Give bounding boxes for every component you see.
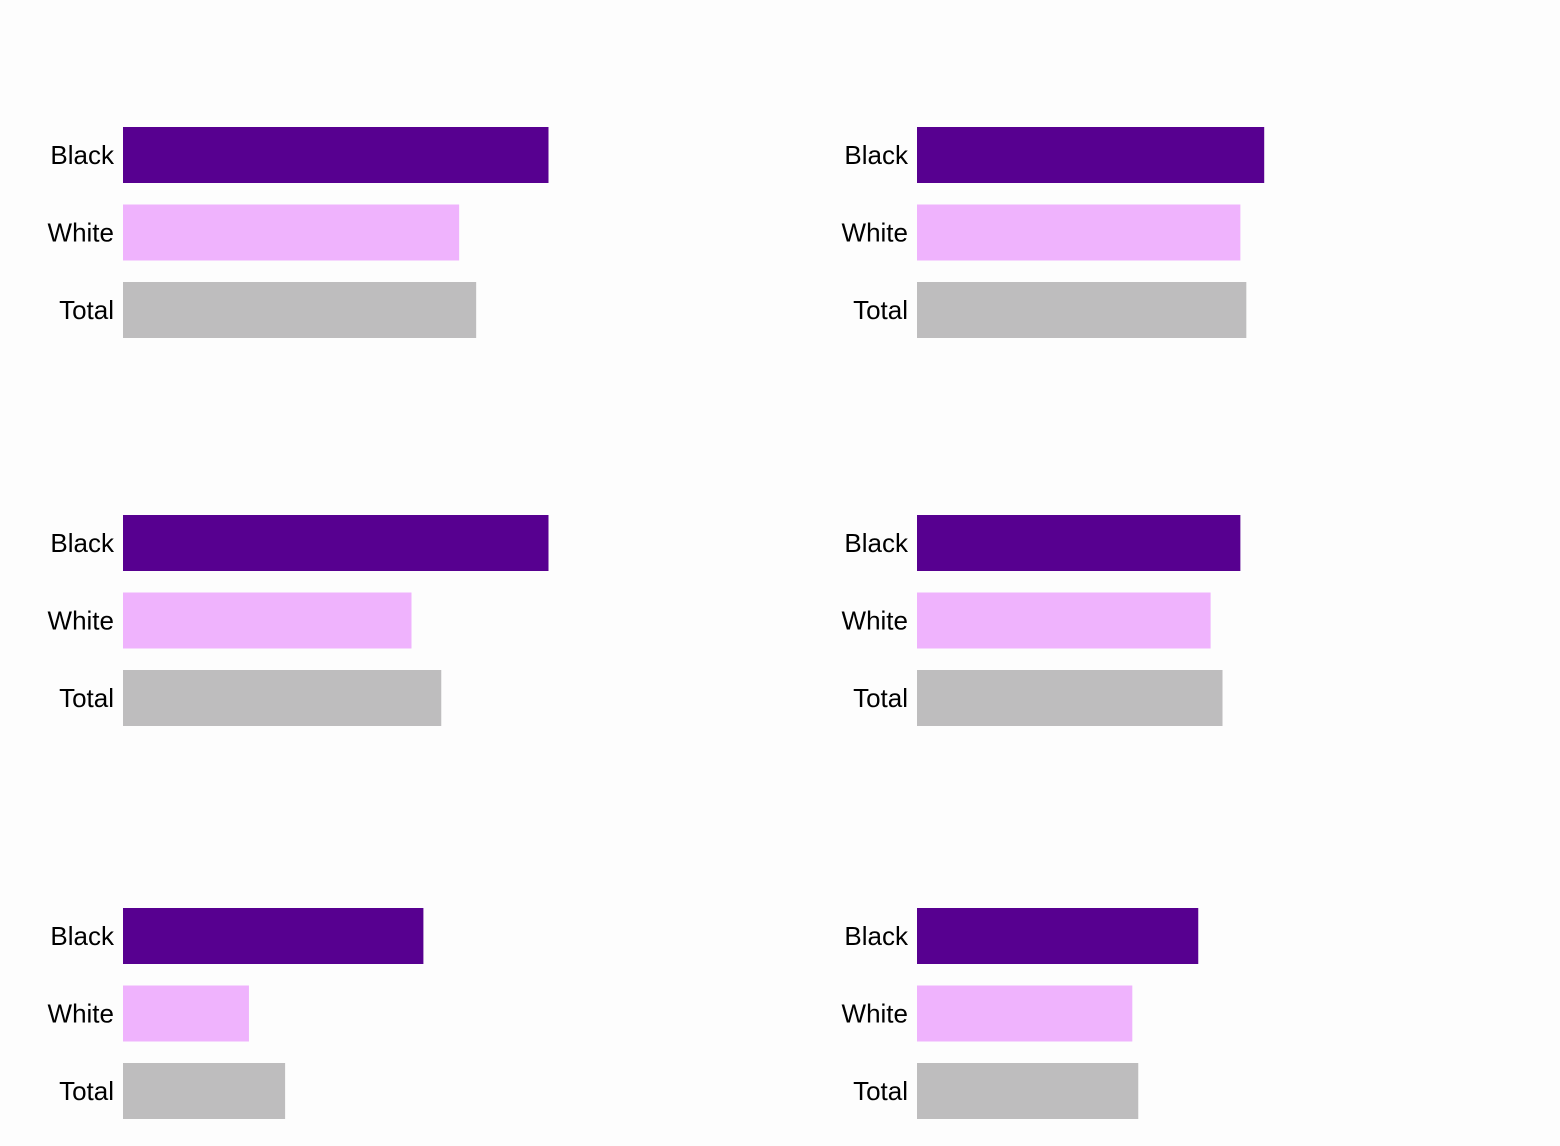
category-label: White	[48, 606, 114, 636]
category-label: Total	[59, 683, 114, 713]
bar-black	[123, 908, 424, 964]
bar-total	[123, 670, 442, 726]
category-label: White	[842, 999, 908, 1029]
bar-black	[917, 127, 1265, 183]
bar-total	[917, 1063, 1139, 1119]
bar-total	[123, 1063, 286, 1119]
bar-total	[917, 670, 1223, 726]
category-label: Total	[59, 1076, 114, 1106]
bar-total	[123, 282, 477, 338]
bar-white	[123, 985, 249, 1042]
chart-panel: Black White Total	[48, 908, 424, 1119]
bar-black	[123, 127, 549, 183]
bar-white	[917, 204, 1241, 261]
category-label: Total	[853, 295, 908, 325]
chart-panel: Black White Total	[842, 908, 1199, 1119]
category-label: White	[842, 218, 908, 248]
category-label: White	[48, 218, 114, 248]
bar-black	[917, 515, 1241, 571]
bar-black	[917, 908, 1199, 964]
category-label: White	[842, 606, 908, 636]
chart-panel: Black White Total	[48, 515, 549, 726]
bar-black	[123, 515, 549, 571]
category-label: Black	[844, 140, 909, 170]
chart-panel: Black White Total	[842, 515, 1241, 726]
bar-total	[917, 282, 1247, 338]
bar-white	[123, 204, 460, 261]
category-label: Total	[59, 295, 114, 325]
category-label: Black	[50, 921, 115, 951]
bar-white	[123, 592, 412, 649]
bar-white	[917, 592, 1211, 649]
category-label: Black	[50, 140, 115, 170]
category-label: Total	[853, 1076, 908, 1106]
category-label: Black	[50, 528, 115, 558]
chart-panel: Black White Total	[842, 127, 1265, 338]
bar-white	[917, 985, 1133, 1042]
category-label: Black	[844, 528, 909, 558]
chart-panel: Black White Total	[48, 127, 549, 338]
category-label: Total	[853, 683, 908, 713]
category-label: Black	[844, 921, 909, 951]
category-label: White	[48, 999, 114, 1029]
